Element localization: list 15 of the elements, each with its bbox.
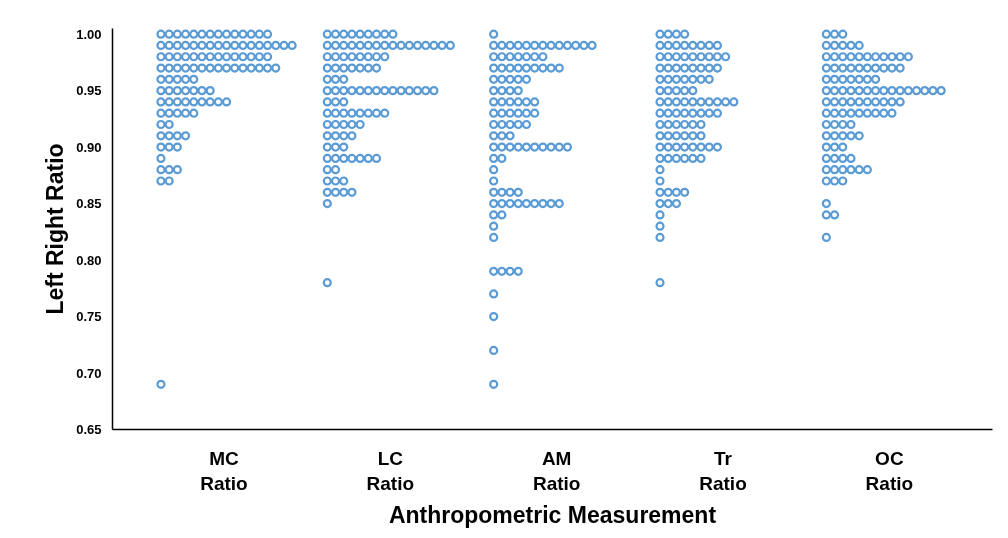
x-tick-label: LC Ratio — [366, 447, 415, 494]
x-tick-label: AM Ratio — [532, 447, 581, 494]
x-tick-label: MC Ratio — [200, 447, 248, 494]
x-tick-label: OC Ratio — [865, 447, 914, 494]
y-tick-label: 0.95 — [76, 83, 102, 99]
x-axis-title: Anthropometric Measurement — [388, 501, 717, 528]
y-tick-label: 0.75 — [76, 309, 102, 325]
y-tick-label: 0.85 — [76, 196, 102, 212]
x-tick-label: Tr Ratio — [699, 447, 747, 494]
y-tick-label: 1.00 — [76, 26, 102, 42]
y-tick-label: 0.90 — [76, 139, 102, 155]
y-tick-label: 0.80 — [76, 252, 102, 268]
y-tick-label: 0.65 — [76, 422, 102, 437]
y-tick-label: 0.70 — [76, 365, 102, 381]
y-axis-title: Left Right Ratio — [42, 143, 69, 315]
